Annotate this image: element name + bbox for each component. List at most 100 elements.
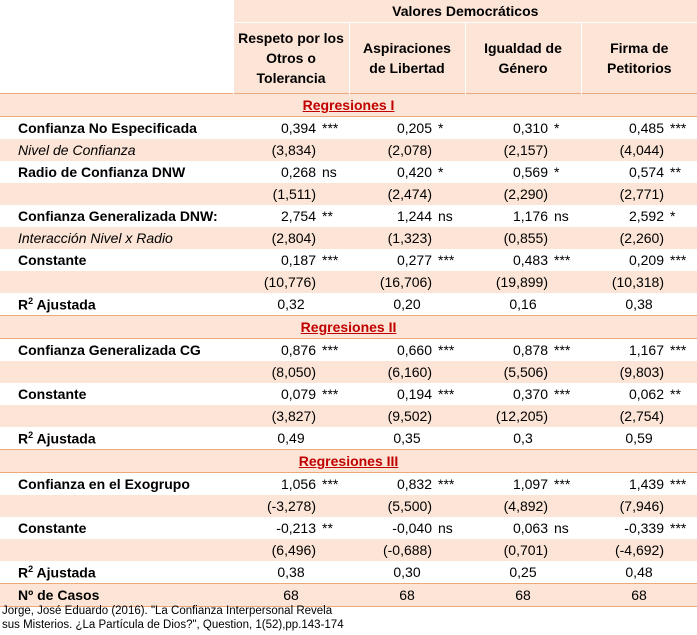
sig-marker: *** (670, 520, 687, 536)
tstat-value: (2,290) (465, 183, 552, 205)
coef-value: -0,213 (276, 520, 316, 536)
citation: Jorge, José Eduardo (2016). "La Confianz… (2, 604, 344, 632)
col-header-line: Otros o (266, 50, 316, 66)
sig-marker (436, 539, 465, 561)
coef-value: -0,040 (392, 520, 432, 536)
r2-value: 0,38 (625, 296, 653, 312)
cases-value: 68 (465, 583, 581, 607)
sig-marker: *** (668, 338, 697, 361)
sig-marker: ** (322, 208, 333, 224)
sig-marker: *** (668, 116, 697, 139)
sig-marker: *** (552, 338, 581, 361)
coef-value: 1,167 (581, 338, 668, 361)
table-row: R2 Ajustada 0,38 0,30 0,25 0,48 (0, 561, 697, 584)
row-label (0, 405, 233, 427)
sig-marker (436, 271, 465, 293)
sig-marker (436, 183, 465, 205)
sig-marker: *** (438, 386, 455, 402)
sig-marker (552, 183, 581, 205)
tstat-value: (2,771) (581, 183, 668, 205)
r2-value: 0,59 (625, 430, 653, 446)
sig-marker: ns (438, 520, 453, 536)
header-columns-row: Respeto por los Otros o Tolerancia Aspir… (0, 22, 697, 94)
sig-marker (320, 183, 349, 205)
sig-marker: ns (554, 520, 569, 536)
tstat-value: (0,701) (465, 539, 552, 561)
sig-marker: * (554, 164, 560, 180)
coef-value: 0,832 (349, 472, 436, 495)
sig-marker (436, 495, 465, 517)
tstat-value: (2,474) (349, 183, 436, 205)
col-header-line: Firma de (610, 40, 669, 56)
group-title: Valores Democráticos (233, 0, 697, 23)
sig-marker: *** (668, 472, 697, 495)
sig-marker (552, 405, 581, 427)
row-label (0, 539, 233, 561)
coef-value: 0,569 (512, 164, 548, 180)
sig-marker: *** (670, 252, 687, 268)
sig-marker (320, 405, 349, 427)
tstat-value: (2,078) (349, 139, 436, 161)
label-part: R (18, 564, 29, 581)
r2-value: 0,30 (393, 564, 421, 580)
row-label: Nivel de Confianza (0, 139, 233, 161)
tstat-value: (1,323) (349, 227, 436, 249)
label-part: Ajustada (33, 564, 96, 581)
sig-marker (320, 139, 349, 161)
tstat-value: (9,803) (581, 361, 668, 383)
row-label (0, 361, 233, 383)
coef-value: 0,310 (465, 116, 552, 139)
col-header-libertad: Aspiraciones de Libertad (349, 22, 466, 94)
sig-marker: ** (670, 164, 681, 180)
sig-marker (668, 271, 697, 293)
col-header-tolerancia: Respeto por los Otros o Tolerancia (233, 22, 350, 94)
r2-value: 0,3 (513, 430, 533, 446)
table-row: (6,496) (-0,688) (0,701) (-4,692) (0, 539, 697, 561)
r2-value: 0,49 (277, 430, 305, 446)
sig-marker: ns (322, 164, 337, 180)
tstat-value: (5,506) (465, 361, 552, 383)
tstat-value: (2,804) (233, 227, 320, 249)
citation-line: Jorge, José Eduardo (2016). "La Confianz… (2, 605, 333, 617)
sig-marker: *** (436, 338, 465, 361)
coef-value: 1,097 (465, 472, 552, 495)
sig-marker (668, 183, 697, 205)
row-label: Constante (18, 386, 87, 402)
label-part: R (18, 296, 29, 313)
table-row: Confianza Generalizada DNW: 2,754 ** 1,24… (0, 205, 697, 227)
sig-marker: *** (322, 252, 339, 268)
sig-marker: * (670, 208, 676, 224)
cases-value: 68 (349, 583, 465, 607)
coef-value: 0,187 (280, 252, 316, 268)
table-row: Confianza No Especificada 0,394 *** 0,205… (0, 116, 697, 139)
table-row: Constante 0,079 *** 0,194 *** 0,370 *** 0,0… (0, 383, 697, 405)
table-row: Confianza Generalizada CG 0,876 *** 0,660… (0, 338, 697, 361)
header-blank-cell (0, 0, 234, 94)
row-label: Nº de Casos (0, 583, 233, 607)
sig-marker (320, 271, 349, 293)
sig-marker: *** (436, 472, 465, 495)
coef-value: 0,194 (396, 386, 432, 402)
sig-marker (436, 361, 465, 383)
r2-value: 0,48 (625, 564, 653, 580)
cases-value: 68 (581, 583, 697, 607)
sig-marker: ** (670, 386, 681, 402)
tstat-value: (8,050) (233, 361, 320, 383)
sig-marker: *** (320, 472, 349, 495)
tstat-value: (0,855) (465, 227, 552, 249)
tstat-value: (-0,688) (349, 539, 436, 561)
sig-marker (552, 361, 581, 383)
label-superscript: 2 (28, 563, 34, 574)
label-part: R (18, 430, 29, 447)
section-row: Regresiones II (0, 315, 697, 339)
table-row: Constante -0,213 ** -0,040 ns 0,063 ns -0,3… (0, 517, 697, 539)
sig-marker: * (438, 164, 444, 180)
tstat-value: (-4,692) (581, 539, 668, 561)
tstat-value: (2,260) (581, 227, 668, 249)
table-row: R2 Ajustada 0,49 0,35 0,3 0,59 (0, 427, 697, 450)
sig-marker: ns (438, 208, 453, 224)
coef-value: 0,394 (233, 116, 320, 139)
table-row: (-3,278) (5,500) (4,892) (7,946) (0, 495, 697, 517)
tstat-value: (1,511) (233, 183, 320, 205)
table-row: (3,827) (9,502) (12,205) (2,754) (0, 405, 697, 427)
